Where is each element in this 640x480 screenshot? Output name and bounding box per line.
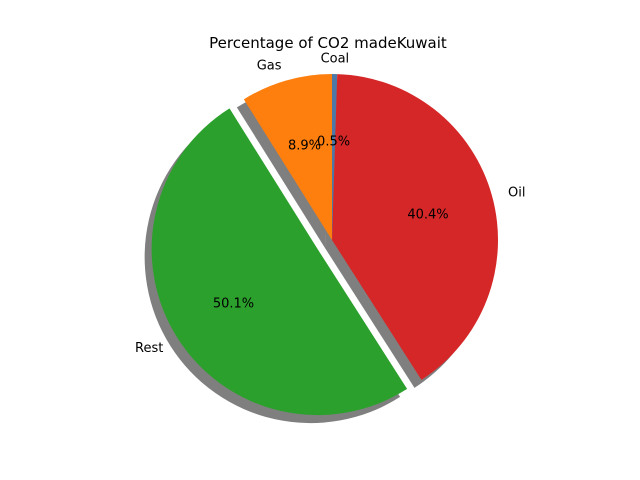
- pie-label-layer: Coal 0.5% Oil 40.4% Rest 50.1% Gas 8.9%: [135, 51, 525, 355]
- pie-slice-oil: [332, 74, 498, 380]
- slice-percent-rest: 50.1%: [213, 296, 254, 311]
- pie-slice-gas: [243, 74, 332, 240]
- chart-title: Percentage of CO2 madeKuwait: [209, 34, 447, 52]
- slice-label-oil: Oil: [508, 185, 525, 200]
- slice-percent-coal: 0.5%: [317, 134, 350, 149]
- slice-label-rest: Rest: [135, 341, 163, 356]
- pie-slice-layer: [151, 74, 498, 416]
- pie-slice-rest: [151, 108, 408, 416]
- slice-percent-oil: 40.4%: [407, 208, 448, 223]
- slice-label-coal: Coal: [321, 51, 350, 66]
- slice-label-gas: Gas: [257, 59, 282, 74]
- slice-percent-gas: 8.9%: [288, 138, 321, 153]
- pie-slice-coal: [332, 74, 338, 240]
